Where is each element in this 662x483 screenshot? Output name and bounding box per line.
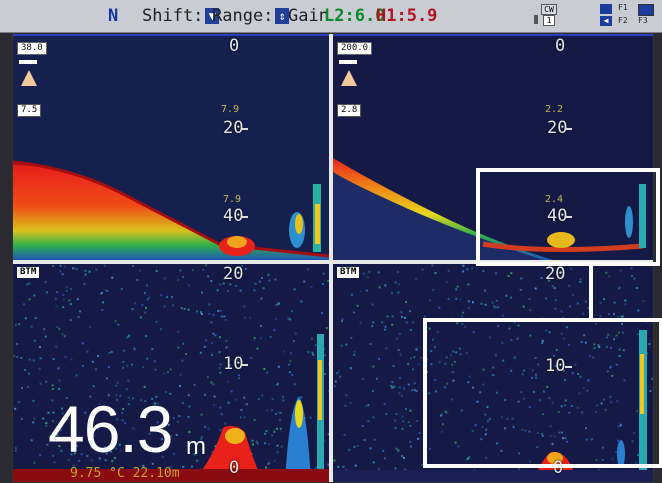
cw-value: 1	[543, 15, 555, 26]
panel-top-right[interactable]: 200.0 2.8 0 20 40 2.2 2.4	[333, 34, 653, 260]
panel-top-left[interactable]: 38.0 7.5 0 20 40 7.9 7.9	[13, 34, 329, 260]
divider-horizontal	[13, 260, 653, 264]
panel-bottom-right[interactable]: BTM 20 10 0	[333, 264, 653, 482]
depth-label: 0	[555, 36, 566, 56]
depth-label: 40	[223, 206, 244, 226]
range-bar	[13, 34, 329, 36]
shift-label: Shift:	[142, 6, 204, 26]
depth-tick	[565, 366, 572, 368]
depth-tick	[565, 216, 572, 218]
range-bar	[333, 34, 653, 36]
depth-tick	[241, 128, 248, 130]
range-marker: 2.2	[545, 104, 564, 115]
function-keys: F1 ◀ F2 F3	[600, 2, 656, 28]
f-tab-1[interactable]: F1	[618, 3, 628, 12]
f-tab-3[interactable]: F3	[638, 16, 648, 25]
depth-label: 20	[547, 118, 568, 138]
flag-icon	[600, 4, 612, 14]
gain-low-value[interactable]: L2:6.0	[324, 6, 386, 26]
boat-icon	[339, 60, 357, 64]
range-control[interactable]: Range: ⇕	[212, 6, 290, 26]
depth-label: 10	[223, 354, 244, 374]
bottom-lock-tag: BTM	[17, 267, 40, 278]
bottom-lock-tag: BTM	[337, 267, 360, 278]
status-bar: N Shift: ▼ Range: ⇕ Gain L2:6.0 H1:5.9 CW …	[0, 0, 662, 33]
shift-control[interactable]: Shift: ▼	[142, 6, 220, 26]
range-marker: 2.4	[545, 194, 564, 205]
boat-icon	[19, 60, 37, 64]
mode-indicator: N	[108, 6, 119, 26]
transducer-icon	[341, 70, 357, 86]
transducer-icon	[21, 70, 37, 86]
monitor-icon	[638, 4, 654, 16]
range-value: 38.0	[17, 42, 47, 55]
depth-label: 20	[223, 118, 244, 138]
range-label: Range:	[212, 6, 274, 26]
gain-box: 2.8	[337, 104, 362, 117]
panel-bottom-left[interactable]: BTM 20 10 0	[13, 264, 329, 482]
range-marker: 7.9	[223, 194, 242, 205]
echo-bottom-left	[13, 264, 329, 482]
depth-unit: m	[186, 433, 206, 460]
temperature-readout: 9.75 °C 22.10m	[70, 466, 180, 481]
depth-label: 20	[223, 264, 244, 284]
gain-high-value[interactable]: H1:5.9	[376, 6, 438, 26]
signal-icon	[534, 15, 538, 24]
depth-tick	[565, 128, 572, 130]
up-down-arrow-icon: ⇕	[275, 8, 290, 24]
depth-label: 40	[547, 206, 568, 226]
range-value: 200.0	[337, 42, 373, 55]
echo-top-left	[13, 34, 329, 260]
echogram-screen: 38.0 7.5 0 20 40 7.9 7.9	[12, 33, 662, 483]
depth-tick	[241, 216, 248, 218]
depth-label: 0	[229, 36, 240, 56]
depth-label: 20	[545, 264, 566, 284]
depth-tick	[241, 364, 248, 366]
gain-box: 7.5	[17, 104, 42, 117]
range-marker: 7.9	[221, 104, 240, 115]
zoom-frame-edge	[589, 264, 593, 320]
depth-label: 10	[545, 356, 566, 376]
depth-label: 0	[229, 458, 240, 478]
f-tab-2[interactable]: F2	[618, 16, 628, 25]
depth-label: 0	[553, 458, 564, 478]
cw-badge: CW	[541, 4, 557, 15]
cw-indicator: CW 1	[534, 3, 560, 27]
echo-top-right	[333, 34, 653, 260]
back-icon[interactable]: ◀	[600, 16, 612, 26]
divider-vertical	[329, 34, 333, 482]
gain-label: Gain	[288, 6, 329, 26]
depth-readout: 46.3	[48, 392, 173, 466]
echo-bottom-right	[333, 264, 653, 482]
arrow-down-icon: ▼	[205, 8, 220, 24]
